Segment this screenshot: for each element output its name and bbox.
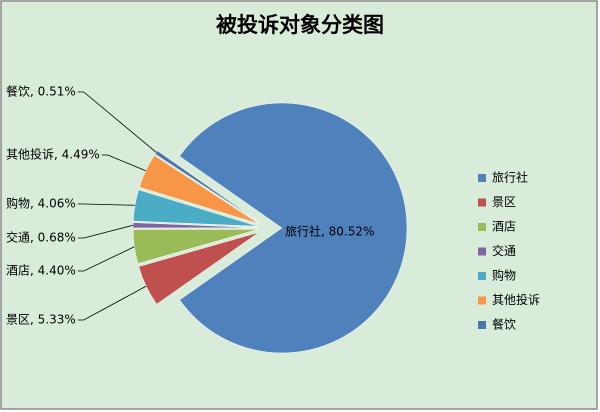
pie-slice <box>179 102 408 354</box>
legend-swatch <box>478 272 486 280</box>
data-label: 交通, 0.68% <box>6 230 76 245</box>
legend-label: 交通 <box>492 243 516 258</box>
legend-swatch <box>478 198 486 207</box>
legend-swatch <box>478 296 486 305</box>
legend-label: 景区 <box>492 195 516 209</box>
data-label: 餐饮, 0.51% <box>6 84 76 99</box>
pie-slice <box>139 155 260 225</box>
legend-label: 其他投诉 <box>492 292 540 307</box>
leader-line <box>77 285 147 321</box>
data-label: 旅行社, 80.52% <box>285 224 374 239</box>
legend-swatch <box>478 174 486 182</box>
legend-label: 旅行社 <box>492 170 528 185</box>
leader-line <box>77 91 157 153</box>
legend-swatch <box>478 247 486 256</box>
data-label: 景区, 5.33% <box>6 313 76 327</box>
leader-line <box>101 154 146 172</box>
legend-label: 餐饮 <box>492 317 516 332</box>
pie-slice <box>154 150 260 223</box>
legend-label: 购物 <box>492 268 516 283</box>
leader-line <box>77 246 135 272</box>
legend-label: 酒店 <box>492 220 516 234</box>
legend-swatch <box>478 223 486 231</box>
pie-slice <box>138 232 260 305</box>
leader-line <box>77 224 134 239</box>
data-label: 酒店, 4.40% <box>6 264 76 278</box>
pie-slice <box>132 189 259 227</box>
data-label: 购物, 4.06% <box>6 196 76 211</box>
chart-title: 被投诉对象分类图 <box>216 13 384 37</box>
data-label: 其他投诉, 4.49% <box>6 147 100 162</box>
legend-swatch <box>478 321 486 329</box>
leader-line <box>77 203 135 206</box>
